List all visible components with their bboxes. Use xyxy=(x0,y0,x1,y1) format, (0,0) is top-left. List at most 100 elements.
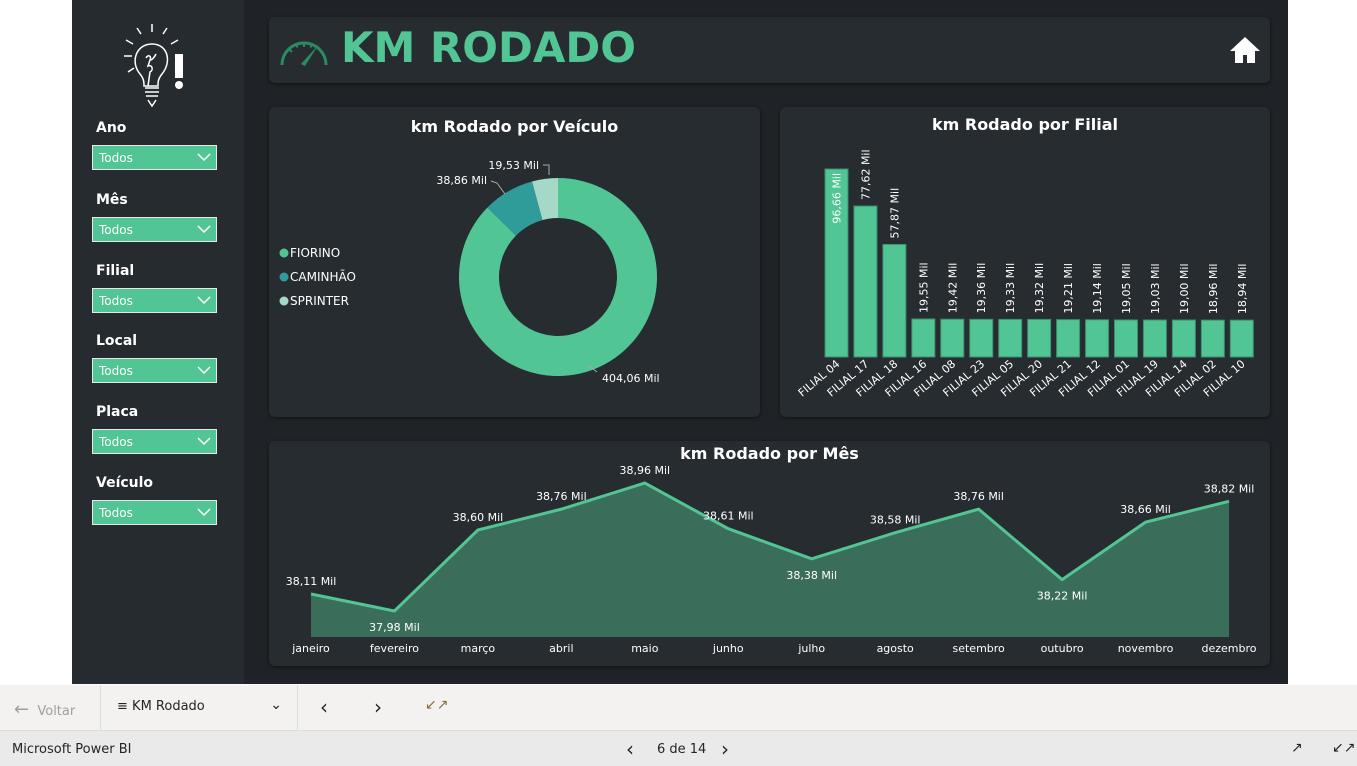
bar-value-label: 19,00 Mil xyxy=(1178,263,1191,314)
bar[interactable] xyxy=(940,318,965,358)
page-selector[interactable]: ≡ KM Rodado ⌄ xyxy=(117,697,282,714)
filter-dropdown[interactable]: Todos xyxy=(92,358,217,383)
chevron-down-icon xyxy=(197,508,211,517)
filter-dropdown[interactable]: Todos xyxy=(92,217,217,242)
next-page-button[interactable]: › xyxy=(374,695,382,719)
app-name: Microsoft Power BI xyxy=(12,742,132,757)
bar[interactable] xyxy=(998,318,1023,358)
point-label: 38,58 Mil xyxy=(870,514,921,527)
bar[interactable] xyxy=(1142,319,1167,358)
slice-label: 404,06 Mil xyxy=(602,372,660,385)
x-tick-label: dezembro xyxy=(1202,642,1257,655)
bar-value-label: 19,33 Mil xyxy=(1004,263,1017,314)
x-tick-label: julho xyxy=(797,642,825,655)
bar[interactable] xyxy=(1229,319,1254,358)
bar[interactable] xyxy=(969,318,994,358)
point-label: 38,66 Mil xyxy=(1120,503,1171,516)
donut-slice[interactable] xyxy=(532,178,558,221)
month-area-chart: 38,11 Mil janeiro 37,98 Mil fevereiro 38,60 … xyxy=(286,464,1257,655)
legend-item[interactable]: SPRINTER xyxy=(290,294,349,308)
chevron-down-icon xyxy=(197,225,211,234)
bottom-nav-bar: ← Voltar ≡ KM Rodado ⌄ ‹ › ↙↗ xyxy=(0,685,1357,731)
chevron-down-icon xyxy=(197,153,211,162)
speedometer-icon xyxy=(280,41,328,66)
bar[interactable] xyxy=(853,205,878,358)
header-card: KM RODADO xyxy=(269,17,1270,83)
filter-label: Local xyxy=(96,333,138,349)
legend-item[interactable]: FIORINO xyxy=(290,246,340,260)
x-tick-label: setembro xyxy=(952,642,1005,655)
x-tick-label: março xyxy=(461,642,496,655)
page-counter: 6 de 14 xyxy=(657,742,707,757)
fullscreen-exit-icon[interactable]: ↙↗ xyxy=(1332,740,1356,756)
area-fill xyxy=(311,483,1229,637)
x-tick-label: janeiro xyxy=(291,642,330,655)
x-tick-label: fevereiro xyxy=(370,642,419,655)
bar-value-label: 19,14 Mil xyxy=(1091,263,1104,314)
chevron-down-icon xyxy=(197,366,211,375)
bar[interactable] xyxy=(1085,319,1110,358)
arrow-left-icon: ← xyxy=(14,699,30,720)
chevron-down-icon xyxy=(197,296,211,305)
line-series[interactable] xyxy=(310,481,1230,613)
point-label: 38,96 Mil xyxy=(620,464,671,477)
x-tick-label: abril xyxy=(549,642,573,655)
bar-value-label: 19,32 Mil xyxy=(1033,263,1046,314)
lightbulb-exclamation-icon xyxy=(124,24,183,108)
point-label: 38,60 Mil xyxy=(453,511,504,524)
bar[interactable] xyxy=(1056,319,1081,358)
point-label: 38,11 Mil xyxy=(286,575,337,588)
bar-value-label: 57,87 Mil xyxy=(888,188,901,239)
point-label: 38,76 Mil xyxy=(536,490,587,503)
month-card: km Rodado por Mês 38,11 Mil janeiro 37,98 … xyxy=(269,441,1270,666)
next-page-arrow[interactable]: › xyxy=(721,737,729,761)
bar[interactable] xyxy=(1027,318,1052,358)
menu-icon: ≡ xyxy=(117,699,128,714)
bar-value-label: 96,66 Mil xyxy=(831,173,844,224)
slice-label: 38,86 Mil xyxy=(436,174,487,187)
bar-value-label: 19,21 Mil xyxy=(1062,263,1075,314)
bar[interactable] xyxy=(882,243,907,358)
collapse-icon[interactable]: ↙↗ xyxy=(425,697,449,713)
bar[interactable] xyxy=(1171,319,1196,358)
point-label: 38,82 Mil xyxy=(1204,482,1255,495)
filter-dropdown[interactable]: Todos xyxy=(92,500,217,525)
point-label: 38,61 Mil xyxy=(703,510,754,523)
filter-label: Ano xyxy=(96,120,127,136)
bar-value-label: 19,36 Mil xyxy=(975,263,988,314)
point-label: 37,98 Mil xyxy=(369,621,420,634)
filial-card: km Rodado por Filial 96,66 Mil FILIAL 04 7… xyxy=(780,107,1270,417)
donut-card: km Rodado por Veículo 404,06 Mil 38,86 Mi… xyxy=(269,107,760,417)
bar-value-label: 19,03 Mil xyxy=(1149,263,1162,314)
bar-value-label: 19,05 Mil xyxy=(1120,263,1133,314)
bar-value-label: 19,42 Mil xyxy=(946,263,959,314)
x-tick-label: junho xyxy=(712,642,744,655)
donut-slice[interactable] xyxy=(458,178,657,377)
x-tick-label: outubro xyxy=(1041,642,1084,655)
filter-dropdown[interactable]: Todos xyxy=(92,429,217,454)
bar-value-label: 18,96 Mil xyxy=(1207,264,1220,315)
bar[interactable] xyxy=(824,168,849,358)
filter-label: Veículo xyxy=(96,475,154,491)
bar[interactable] xyxy=(1114,319,1138,358)
filter-dropdown[interactable]: Todos xyxy=(92,288,217,313)
filter-dropdown[interactable]: Todos xyxy=(92,145,217,170)
x-tick-label: novembro xyxy=(1118,642,1174,655)
previous-page-button[interactable]: ‹ xyxy=(320,695,328,719)
slice-label: 19,53 Mil xyxy=(488,159,539,172)
back-button[interactable]: ← Voltar xyxy=(14,699,76,720)
bar-value-label: 18,94 Mil xyxy=(1236,264,1249,315)
point-label: 38,76 Mil xyxy=(953,490,1004,503)
prev-page-arrow[interactable]: ‹ xyxy=(626,737,634,761)
legend-item[interactable]: CAMINHÃO xyxy=(290,269,356,284)
bar[interactable] xyxy=(1200,319,1225,358)
x-tick-label: agosto xyxy=(877,642,914,655)
donut-slice[interactable] xyxy=(487,181,543,236)
x-tick-label: maio xyxy=(631,642,659,655)
bar[interactable] xyxy=(911,318,936,358)
status-bar: Microsoft Power BI ‹ 6 de 14 › ↗ ↙↗ xyxy=(0,731,1357,766)
home-icon[interactable] xyxy=(1228,35,1262,65)
leader-line xyxy=(490,180,506,195)
share-icon[interactable]: ↗ xyxy=(1291,740,1303,756)
